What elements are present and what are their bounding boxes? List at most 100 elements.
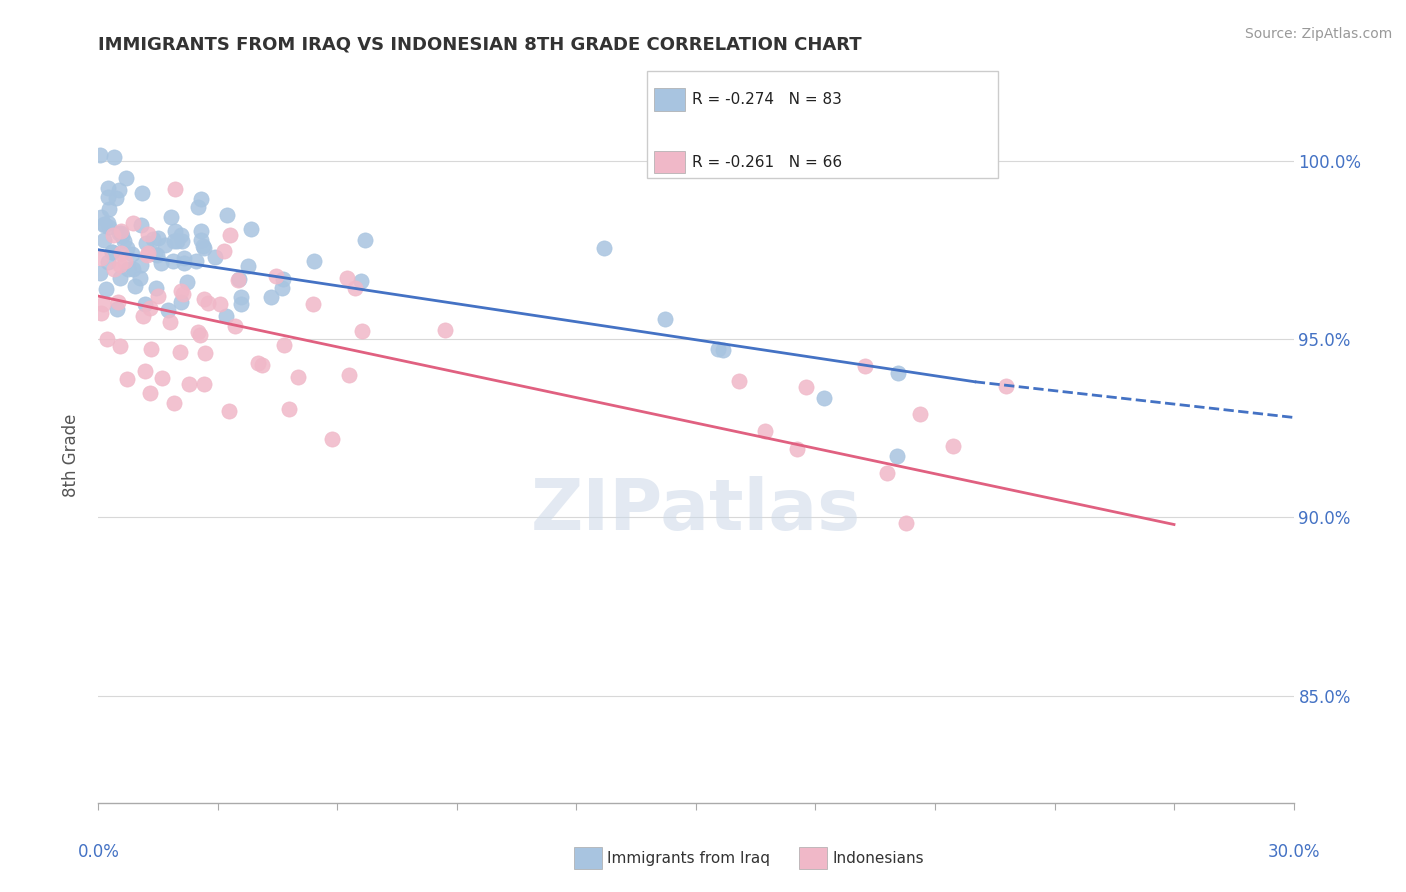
Point [239, 222, 262, 236]
Point [173, 256, 195, 270]
Text: R = -0.261   N = 66: R = -0.261 N = 66 [692, 155, 842, 169]
Point [96, 332, 118, 346]
Point [218, 227, 240, 242]
Point [260, 290, 283, 304]
Point [146, 288, 169, 302]
Point [337, 368, 360, 383]
Point [592, 241, 614, 255]
Point [107, 302, 129, 317]
Point [121, 247, 143, 261]
Point [250, 358, 273, 372]
Point [908, 408, 931, 422]
Point [128, 270, 150, 285]
Point [115, 371, 138, 385]
Point [103, 150, 125, 164]
Point [218, 404, 240, 418]
Point [97, 190, 120, 204]
Point [354, 233, 377, 247]
Point [176, 275, 198, 289]
Point [160, 211, 183, 225]
Point [159, 315, 181, 329]
Point [162, 254, 184, 268]
Point [104, 191, 127, 205]
Point [111, 228, 134, 243]
Point [142, 232, 165, 246]
Point [224, 318, 246, 333]
Point [139, 301, 162, 316]
Point [139, 343, 162, 357]
Point [434, 323, 457, 337]
Point [236, 260, 259, 274]
Point [197, 295, 219, 310]
Point [103, 262, 125, 277]
Point [194, 346, 217, 360]
Point [886, 450, 908, 464]
Point [90, 210, 112, 224]
Point [150, 256, 173, 270]
Point [108, 183, 131, 197]
Point [278, 402, 301, 417]
Point [132, 310, 155, 324]
Point [336, 271, 359, 285]
Point [110, 339, 132, 353]
Point [108, 258, 131, 272]
Point [172, 234, 194, 248]
Point [942, 439, 965, 453]
Point [187, 200, 209, 214]
Point [246, 356, 269, 370]
Point [169, 345, 191, 359]
Point [896, 516, 918, 531]
Point [138, 386, 160, 401]
Point [115, 170, 138, 185]
Point [121, 216, 143, 230]
Point [264, 269, 287, 284]
Point [190, 192, 212, 206]
Point [191, 239, 214, 253]
Text: 30.0%: 30.0% [1267, 843, 1320, 861]
Point [654, 312, 676, 326]
Point [134, 296, 156, 310]
Point [172, 287, 194, 301]
Point [98, 219, 121, 234]
Point [173, 251, 195, 265]
Point [93, 219, 115, 233]
Point [187, 325, 209, 339]
Point [754, 424, 776, 438]
Point [108, 270, 131, 285]
Point [89, 148, 111, 162]
Point [131, 218, 153, 232]
Point [136, 248, 159, 262]
Text: 0.0%: 0.0% [77, 843, 120, 861]
Point [728, 374, 751, 388]
Point [112, 235, 135, 249]
Point [110, 224, 132, 238]
Point [148, 230, 170, 244]
Point [170, 295, 193, 310]
Point [302, 296, 325, 310]
Point [93, 233, 115, 247]
Point [350, 273, 373, 287]
Point [215, 309, 238, 323]
Point [228, 272, 250, 286]
Point [150, 371, 173, 385]
Point [226, 272, 249, 286]
Point [169, 284, 191, 298]
Point [134, 364, 156, 378]
Point [110, 246, 132, 260]
Point [707, 342, 730, 356]
Point [143, 247, 166, 261]
Text: Indonesians: Indonesians [832, 851, 924, 865]
Point [156, 303, 179, 318]
Point [208, 297, 231, 311]
Point [97, 215, 120, 229]
Text: R = -0.274   N = 83: R = -0.274 N = 83 [692, 93, 842, 107]
Point [97, 181, 120, 195]
Point [193, 377, 215, 392]
Point [163, 396, 186, 410]
Point [204, 250, 226, 264]
Point [124, 278, 146, 293]
Point [212, 244, 235, 259]
Point [114, 254, 136, 268]
Point [163, 234, 186, 248]
Point [135, 235, 157, 250]
